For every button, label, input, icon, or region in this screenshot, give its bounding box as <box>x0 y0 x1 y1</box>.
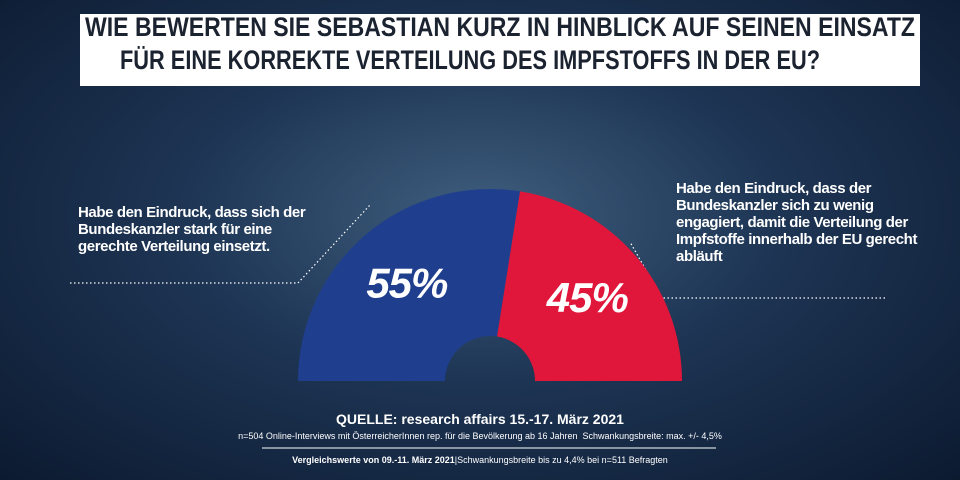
title-band <box>80 14 920 86</box>
chart-title: WIE BEWERTEN SIE SEBASTIAN KURZ IN HINBL… <box>85 12 915 42</box>
source: QUELLE: research affairs 15.-17. März 20… <box>336 411 624 427</box>
pie-slice <box>497 191 682 381</box>
pie-slice <box>298 189 521 381</box>
connector <box>70 204 371 284</box>
chart-title: FÜR EINE KORREKTE VERTEILUNG DES IMPFSTO… <box>120 45 820 75</box>
value-label: 55% <box>366 260 448 307</box>
note-line: Vergleichswerte von 09.-11. März 2021|Sc… <box>0 455 960 465</box>
note: n=504 Online-Interviews mit Österreicher… <box>238 431 722 441</box>
note: Schwankungsbreite bis zu 4,4% bei n=511 … <box>457 455 668 465</box>
category-label: Habe den Eindruck, dass sich der Bundesk… <box>78 204 306 255</box>
note: Vergleichswerte von 09.-11. März 2021 <box>292 455 455 465</box>
note-separator: | <box>454 455 458 465</box>
category-label: Habe den Eindruck, dass der Bundeskanzle… <box>676 180 918 265</box>
value-label: 45% <box>546 274 629 321</box>
